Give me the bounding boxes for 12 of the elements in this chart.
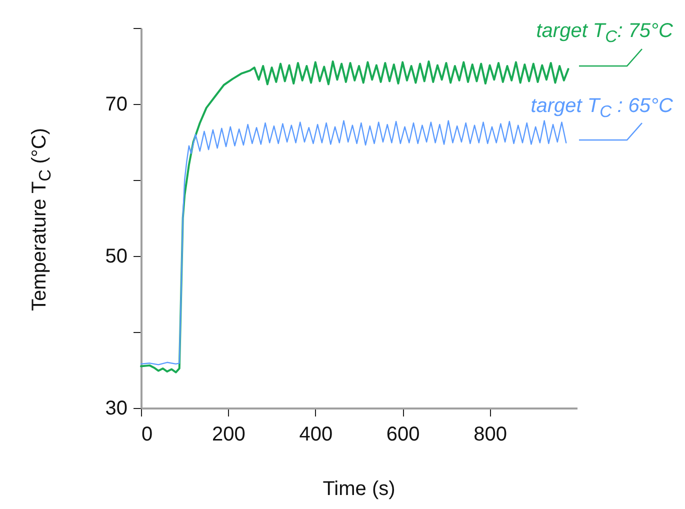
- x-tick-label: 600: [386, 424, 420, 446]
- series-label: target T$_{C}$ : 65°C: [530, 95, 673, 122]
- y-tick-label: 70: [105, 94, 128, 116]
- series-label: target T$_{C}$: 75°C: [536, 20, 673, 47]
- line-series: [140, 120, 567, 366]
- x-tick-label: 200: [212, 424, 246, 446]
- y-tick-label: 50: [105, 246, 128, 268]
- x-tick-label: 400: [299, 424, 333, 446]
- x-tick-label: 800: [474, 424, 507, 446]
- x-axis-title: Time (s): [322, 478, 396, 501]
- x-tick-label: 0: [142, 424, 153, 446]
- y-tick-label: 30: [105, 398, 128, 420]
